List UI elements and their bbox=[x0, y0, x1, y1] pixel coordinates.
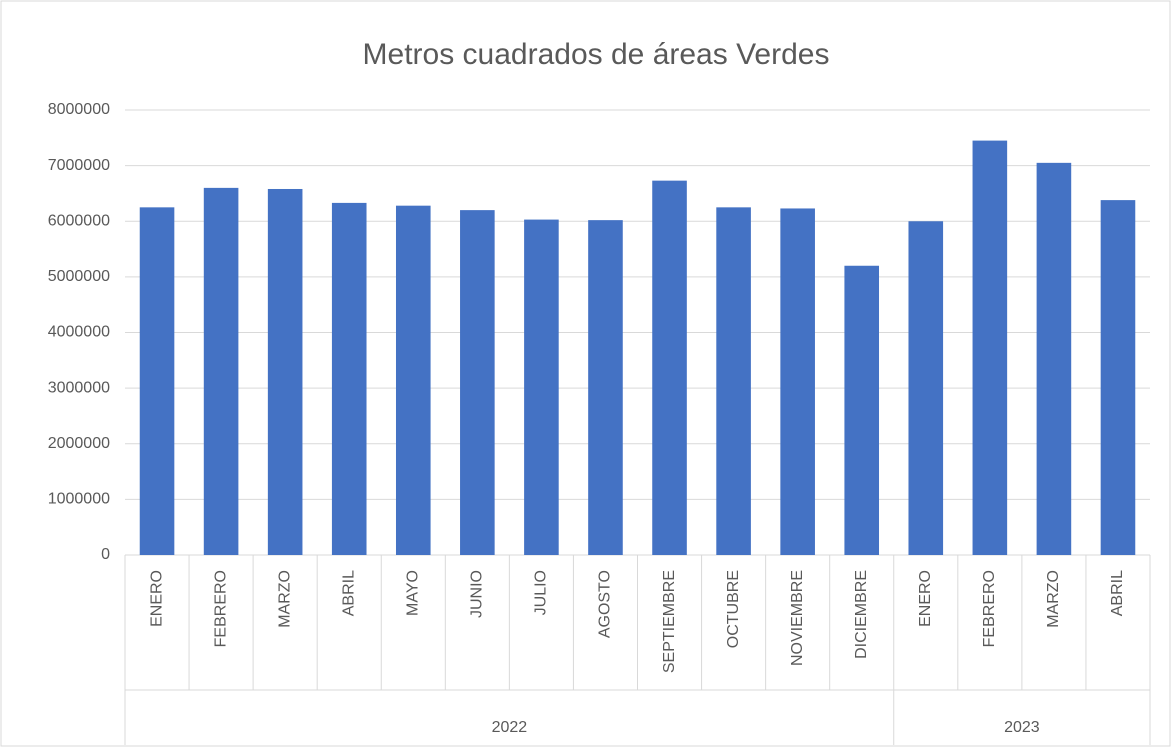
bar bbox=[972, 140, 1008, 555]
x-tick-label: MAYO bbox=[405, 570, 422, 616]
bar bbox=[844, 265, 880, 555]
x-tick-label: ENERO bbox=[917, 570, 934, 627]
x-tick-label: JULIO bbox=[533, 570, 550, 615]
x-tick-label: ABRIL bbox=[340, 570, 357, 616]
x-tick-label: FEBRERO bbox=[981, 570, 998, 647]
x-tick-label: SEPTIEMBRE bbox=[661, 570, 678, 673]
x-tick-label: ENERO bbox=[148, 570, 165, 627]
bar bbox=[203, 187, 239, 555]
y-tick-label: 1000000 bbox=[48, 491, 110, 508]
bar bbox=[716, 207, 751, 555]
x-tick-label: FEBRERO bbox=[212, 570, 229, 647]
x-tick-label: NOVIEMBRE bbox=[789, 570, 806, 666]
y-tick-label: 5000000 bbox=[48, 268, 110, 285]
bar bbox=[395, 205, 431, 556]
bar bbox=[139, 207, 175, 555]
x-tick-label: AGOSTO bbox=[597, 570, 614, 638]
y-tick-label: 6000000 bbox=[48, 212, 110, 229]
y-tick-label: 8000000 bbox=[48, 101, 110, 118]
x-tick-label: OCTUBRE bbox=[725, 570, 742, 648]
bar bbox=[331, 202, 367, 556]
bar bbox=[1100, 200, 1136, 556]
bar bbox=[524, 219, 559, 556]
bar bbox=[1036, 162, 1072, 555]
bar bbox=[460, 210, 495, 555]
y-tick-label: 2000000 bbox=[48, 435, 110, 452]
x-tick-label: MARZO bbox=[1045, 570, 1062, 628]
x-tick-label: ABRIL bbox=[1109, 570, 1126, 616]
group-label: 2022 bbox=[492, 719, 528, 736]
y-tick-label: 3000000 bbox=[48, 379, 110, 396]
bar bbox=[908, 221, 944, 555]
x-tick-label: MARZO bbox=[276, 570, 293, 628]
group-label: 2023 bbox=[1004, 719, 1040, 736]
x-tick-label: JUNIO bbox=[469, 570, 486, 618]
bar bbox=[588, 220, 623, 555]
x-tick-label: DICIEMBRE bbox=[853, 570, 870, 659]
bar bbox=[267, 188, 303, 556]
chart-title: Metros cuadrados de áreas Verdes bbox=[363, 38, 830, 71]
bar bbox=[780, 208, 815, 556]
bar bbox=[652, 180, 687, 556]
y-tick-label: 4000000 bbox=[48, 324, 110, 341]
y-tick-label: 0 bbox=[101, 546, 110, 563]
y-tick-label: 7000000 bbox=[48, 157, 110, 174]
